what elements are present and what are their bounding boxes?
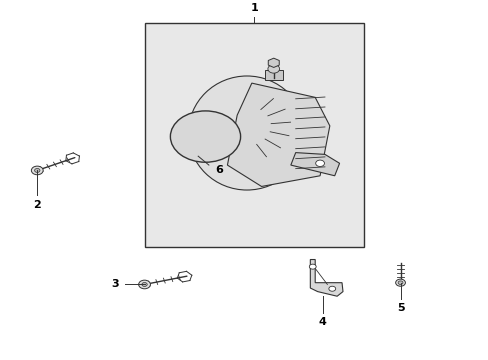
Text: 6: 6 <box>215 166 223 175</box>
Polygon shape <box>310 260 342 296</box>
Text: 5: 5 <box>396 303 404 313</box>
Ellipse shape <box>188 76 305 190</box>
Polygon shape <box>290 153 339 176</box>
Circle shape <box>315 160 324 167</box>
Circle shape <box>267 64 279 73</box>
Circle shape <box>186 123 224 150</box>
Polygon shape <box>268 58 279 67</box>
Circle shape <box>397 281 402 284</box>
Circle shape <box>139 280 150 289</box>
Text: 3: 3 <box>111 279 119 289</box>
Circle shape <box>395 279 405 286</box>
Circle shape <box>328 286 335 291</box>
Circle shape <box>142 283 147 287</box>
Circle shape <box>177 116 233 157</box>
Circle shape <box>31 166 43 175</box>
Circle shape <box>35 168 40 172</box>
Circle shape <box>195 130 215 144</box>
Bar <box>144 23 363 247</box>
Bar <box>264 69 282 80</box>
Text: 2: 2 <box>33 200 41 210</box>
Polygon shape <box>227 83 329 186</box>
Text: 1: 1 <box>250 3 258 13</box>
Circle shape <box>170 111 240 162</box>
Text: 4: 4 <box>318 317 326 327</box>
Circle shape <box>309 264 316 269</box>
Circle shape <box>200 133 210 140</box>
